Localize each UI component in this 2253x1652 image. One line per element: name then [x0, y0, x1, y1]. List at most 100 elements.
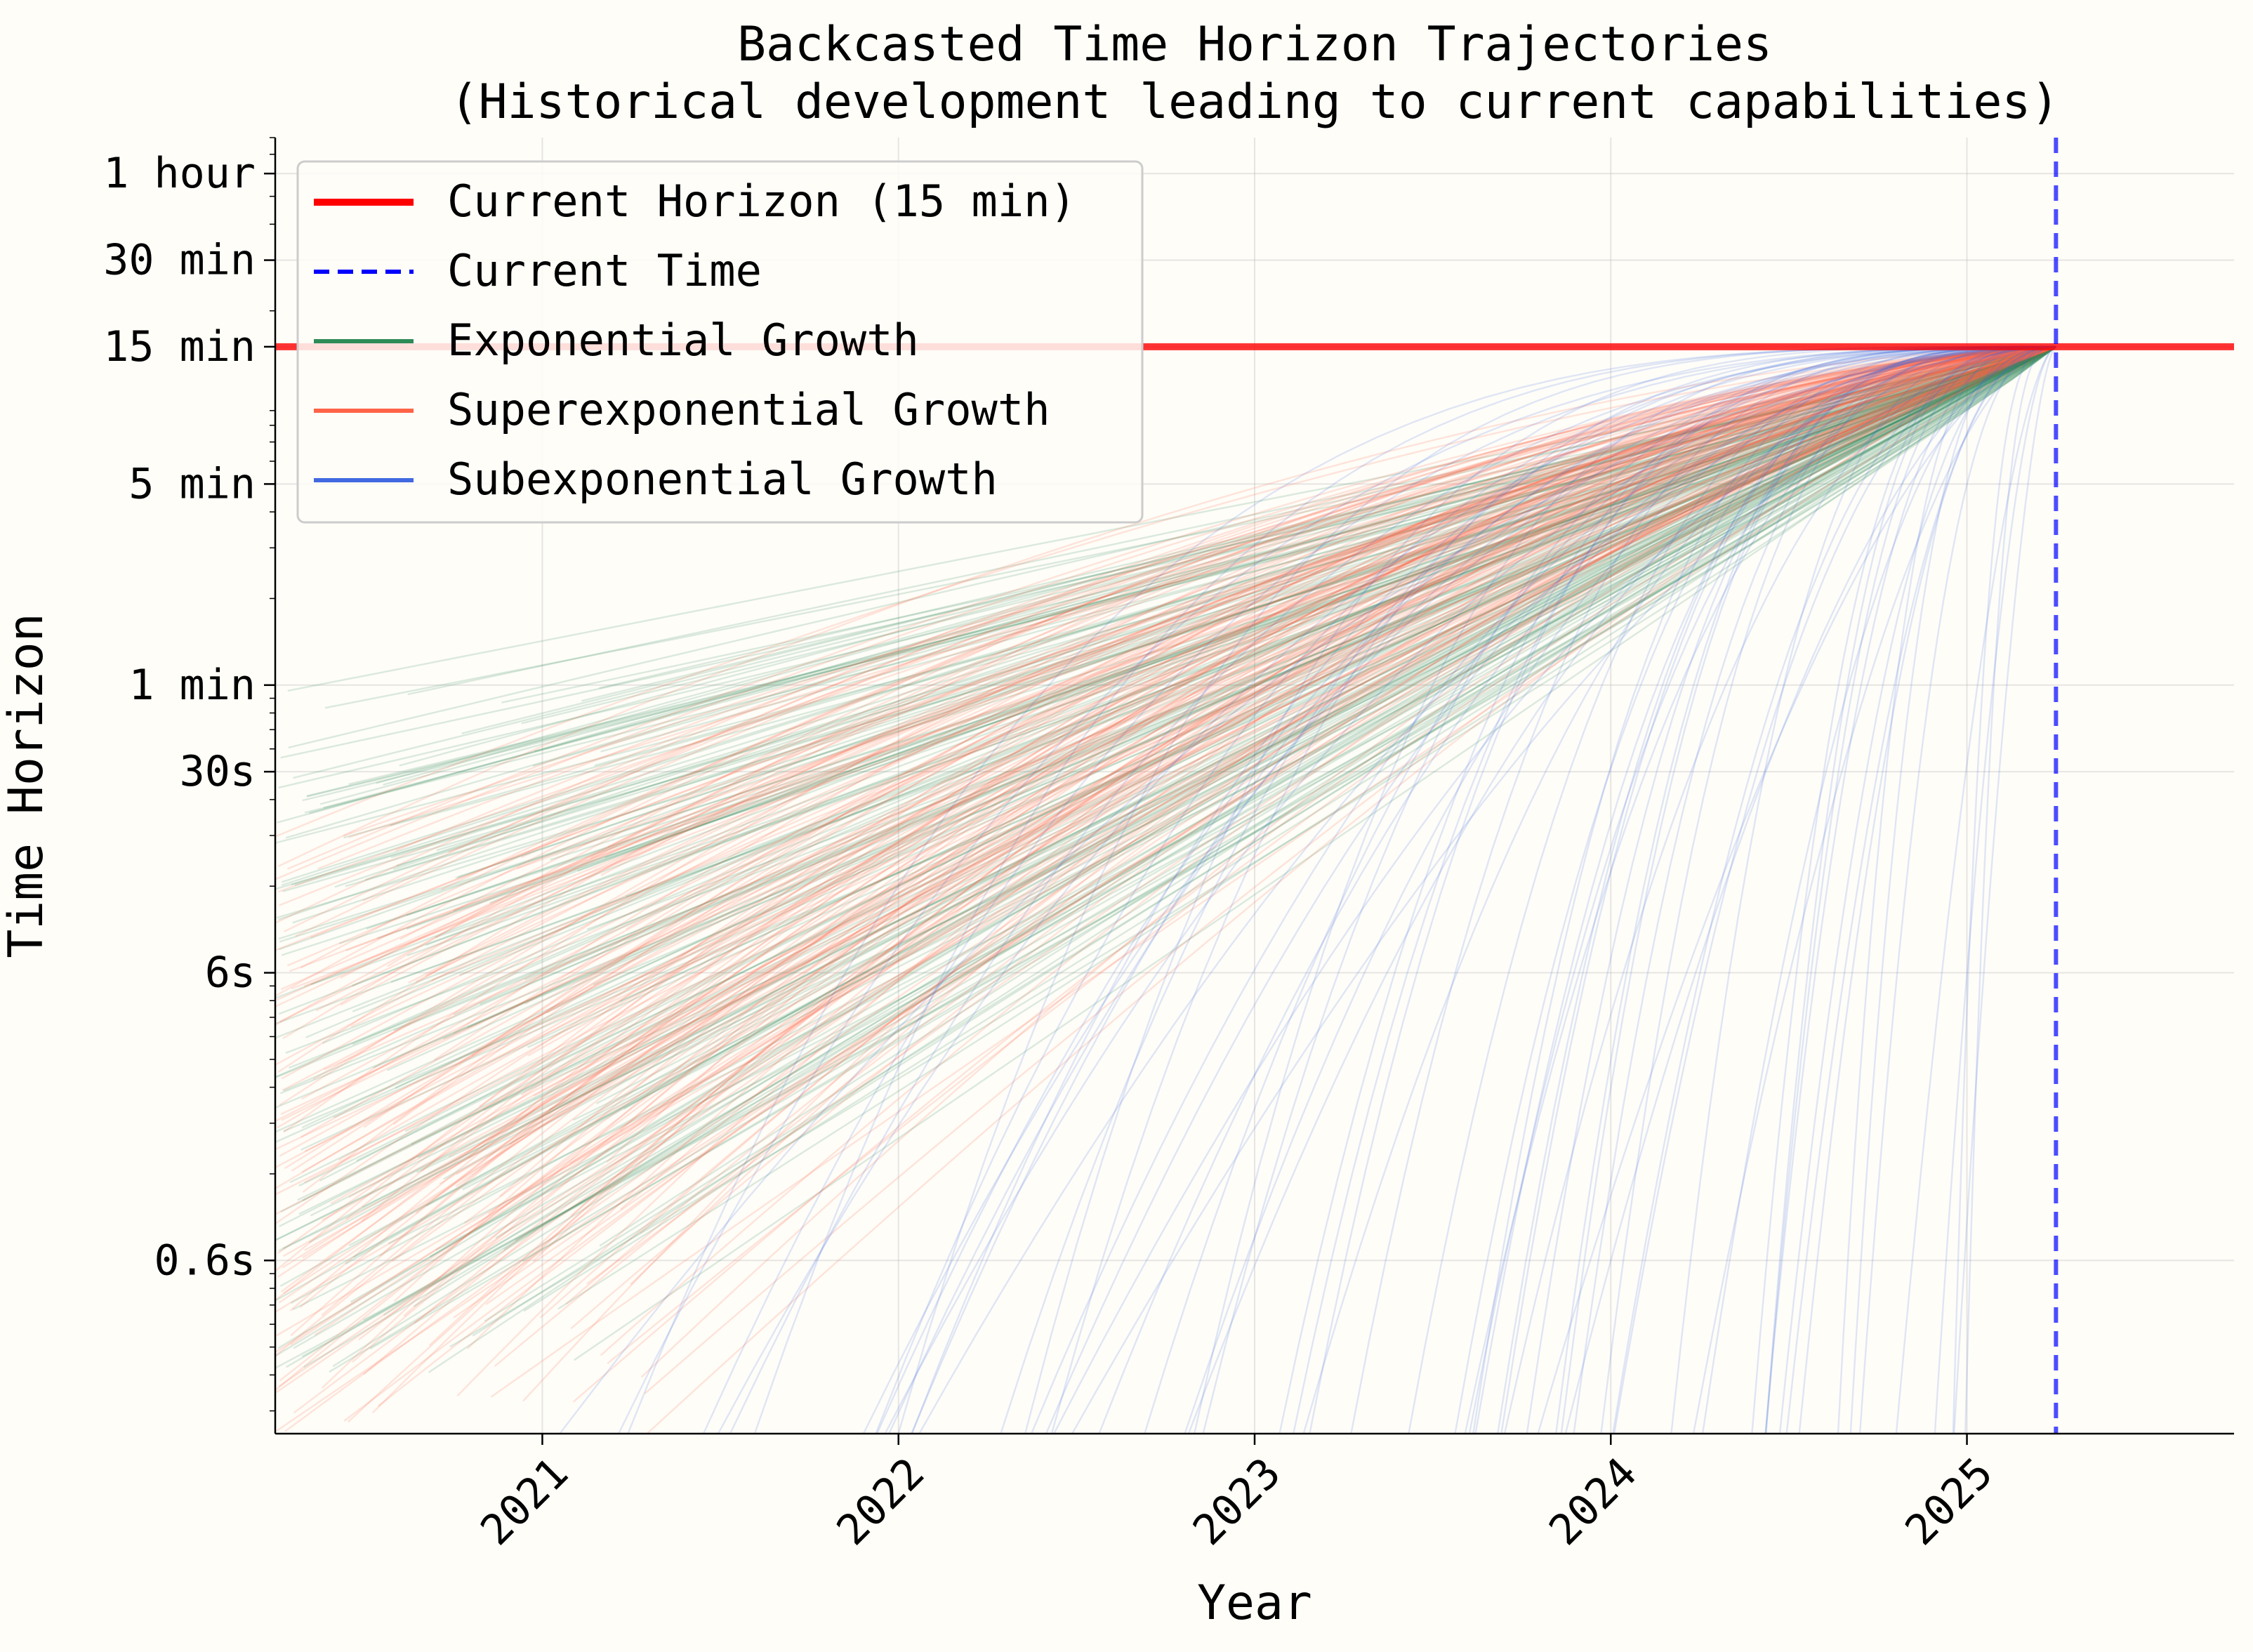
subexponential-trajectory	[1953, 346, 2057, 1434]
exponential-trajectory	[417, 345, 2056, 1158]
exponential-trajectory	[323, 345, 2056, 809]
superexponential-trajectory	[352, 345, 2056, 1363]
exponential-trajectory	[293, 345, 2056, 1349]
superexponential-trajectory	[392, 345, 2056, 1125]
superexponential-trajectory	[345, 345, 2056, 952]
superexponential-trajectory	[630, 345, 2056, 1286]
legend-label: Current Horizon (15 min)	[447, 176, 1076, 227]
superexponential-trajectory	[546, 345, 2056, 1014]
superexponential-trajectory	[362, 345, 2056, 902]
exponential-trajectory	[275, 345, 2056, 1109]
superexponential-trajectory	[509, 345, 2056, 1145]
superexponential-trajectory	[358, 345, 2056, 1341]
y-tick-label: 6s	[205, 949, 256, 998]
exponential-trajectory	[282, 345, 2056, 892]
superexponential-trajectory	[372, 345, 2056, 1414]
superexponential-trajectory	[343, 345, 2056, 837]
exponential-trajectory	[285, 345, 2056, 1368]
subexponential-trajectory	[911, 345, 2056, 1434]
superexponential-trajectory	[479, 345, 2056, 1108]
exponential-trajectory	[285, 345, 2056, 1055]
superexponential-trajectory	[322, 345, 2056, 1221]
superexponential-trajectory	[290, 345, 2056, 1337]
exponential-trajectory	[279, 345, 2056, 943]
superexponential-trajectory	[586, 345, 2056, 1285]
superexponential-trajectory	[453, 345, 2056, 1034]
subexponential-trajectory	[1184, 345, 2056, 1434]
exponential-trajectory	[373, 345, 2056, 1069]
superexponential-trajectory	[310, 345, 2056, 939]
chart-title-line-2: (Historical development leading to curre…	[450, 74, 2060, 130]
exponential-trajectory	[482, 345, 2057, 1111]
subexponential-trajectory	[1895, 345, 2057, 1434]
superexponential-trajectory	[301, 345, 2056, 1100]
superexponential-trajectory	[408, 345, 2056, 984]
superexponential-trajectory	[290, 345, 2056, 1346]
superexponential-trajectory	[275, 345, 2056, 1394]
superexponential-trajectory	[392, 345, 2056, 1262]
subexponential-trajectory	[702, 345, 2056, 1434]
superexponential-trajectory	[275, 345, 2056, 1272]
exponential-trajectory	[288, 345, 2056, 1069]
subexponential-trajectory	[1098, 345, 2056, 1434]
exponential-trajectory	[329, 345, 2056, 1373]
exponential-trajectory	[345, 345, 2056, 1265]
superexponential-trajectory	[315, 345, 2056, 1012]
exponential-trajectory	[364, 345, 2056, 881]
exponential-trajectory	[275, 345, 2056, 1039]
superexponential-trajectory	[289, 345, 2056, 1311]
exponential-trajectory	[278, 345, 2056, 951]
exponential-trajectory	[280, 345, 2056, 759]
superexponential-trajectory	[275, 345, 2056, 1224]
superexponential-trajectory	[347, 345, 2056, 1423]
superexponential-trajectory	[433, 345, 2056, 1061]
subexponential-trajectory	[1692, 345, 2056, 1434]
exponential-trajectory	[324, 345, 2056, 709]
y-tick-label: 5 min	[128, 459, 256, 508]
exponential-trajectory	[279, 345, 2056, 1287]
subexponential-trajectory	[1202, 345, 2056, 1434]
exponential-trajectory	[390, 345, 2056, 826]
superexponential-trajectory	[399, 345, 2056, 940]
superexponential-trajectory	[414, 345, 2056, 1324]
exponential-trajectory	[304, 345, 2056, 814]
subexponential-trajectory	[1858, 345, 2056, 1434]
subexponential-trajectory	[1537, 345, 2056, 1434]
superexponential-trajectory	[466, 345, 2056, 1349]
subexponential-trajectory	[1613, 345, 2056, 1434]
exponential-trajectory	[292, 345, 2056, 924]
superexponential-trajectory	[323, 345, 2056, 1071]
exponential-trajectory	[425, 345, 2056, 946]
exponential-trajectory	[480, 345, 2056, 1005]
superexponential-trajectory	[279, 345, 2056, 1157]
exponential-trajectory	[356, 345, 2056, 1162]
superexponential-trajectory	[340, 345, 2056, 1006]
exponential-trajectory	[301, 345, 2057, 1358]
superexponential-trajectory	[300, 345, 2056, 1138]
superexponential-trajectory	[340, 345, 2056, 979]
superexponential-trajectory	[448, 345, 2056, 853]
y-tick-label: 0.6s	[154, 1236, 256, 1285]
exponential-trajectory	[293, 345, 2056, 779]
exponential-trajectory	[392, 345, 2056, 871]
superexponential-trajectory	[620, 345, 2056, 1210]
exponential-trajectory	[352, 345, 2056, 1045]
exponential-trajectory	[593, 345, 2056, 986]
superexponential-trajectory	[284, 345, 2056, 1432]
exponential-trajectory	[425, 345, 2056, 1207]
exponential-trajectory	[524, 345, 2056, 981]
superexponential-trajectory	[533, 345, 2056, 1097]
exponential-trajectory	[280, 345, 2056, 1212]
exponential-trajectory	[297, 345, 2056, 1201]
superexponential-trajectory	[490, 345, 2056, 1398]
superexponential-trajectory	[280, 345, 2056, 1293]
superexponential-trajectory	[284, 345, 2056, 1170]
superexponential-trajectory	[321, 345, 2056, 1389]
exponential-trajectory	[495, 345, 2056, 1239]
exponential-trajectory	[275, 345, 2056, 1302]
exponential-trajectory	[395, 345, 2056, 1089]
superexponential-trajectory	[302, 345, 2056, 1194]
exponential-trajectory	[306, 345, 2056, 798]
exponential-trajectory	[366, 345, 2056, 930]
exponential-trajectory	[467, 345, 2056, 1029]
